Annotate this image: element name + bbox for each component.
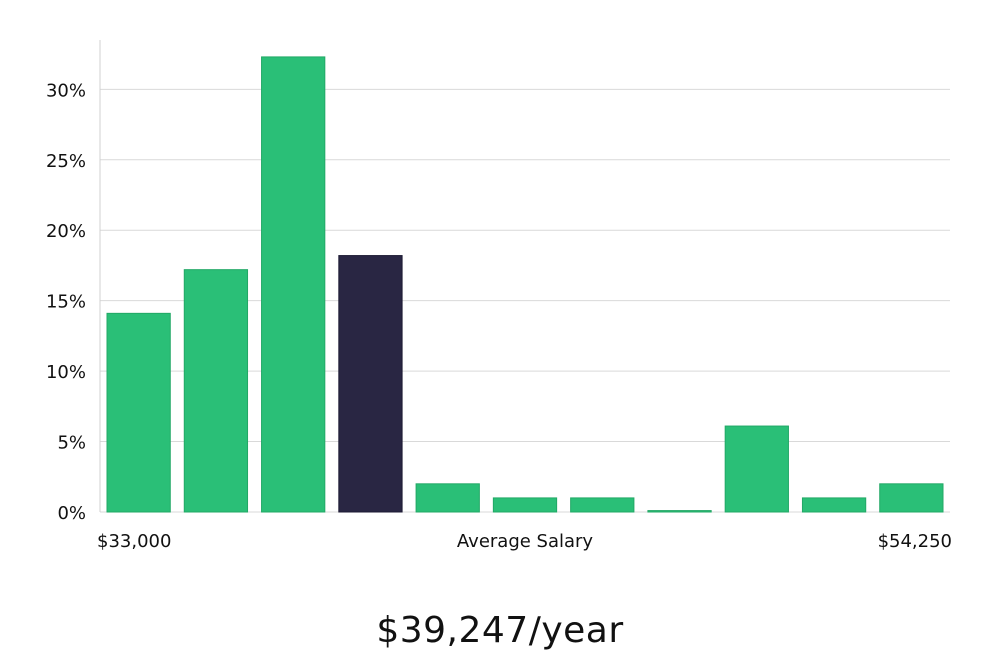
salary-bar bbox=[183, 269, 249, 513]
x-axis-title: Average Salary bbox=[457, 531, 594, 552]
salary-bar bbox=[570, 497, 635, 513]
salary-bar bbox=[415, 483, 480, 513]
average-salary-headline: $39,247/year bbox=[376, 610, 624, 651]
y-tick-label: 30% bbox=[46, 80, 86, 101]
salary-bar bbox=[492, 497, 558, 513]
salary-bar bbox=[106, 312, 171, 513]
salary-histogram: 0% 5% 10% 15% 20% 25% 30% $33,000 Average Sala… bbox=[46, 40, 952, 552]
salary-bar bbox=[261, 56, 326, 513]
y-tick-label: 25% bbox=[46, 151, 86, 172]
y-axis-ticks: 0% 5% 10% 15% 20% 25% 30% bbox=[46, 80, 86, 524]
salary-bar bbox=[879, 483, 944, 513]
salary-bar bbox=[647, 510, 712, 513]
x-max-label: $54,250 bbox=[878, 531, 952, 552]
y-tick-label: 0% bbox=[57, 503, 86, 524]
highlighted-salary-bar bbox=[338, 255, 403, 513]
x-min-label: $33,000 bbox=[97, 531, 171, 552]
salary-bar bbox=[724, 425, 789, 513]
y-tick-label: 20% bbox=[46, 221, 86, 242]
y-tick-label: 15% bbox=[46, 292, 86, 313]
salary-bar bbox=[801, 497, 867, 513]
y-tick-label: 10% bbox=[46, 362, 86, 383]
bars bbox=[106, 56, 944, 513]
y-tick-label: 5% bbox=[57, 433, 86, 454]
